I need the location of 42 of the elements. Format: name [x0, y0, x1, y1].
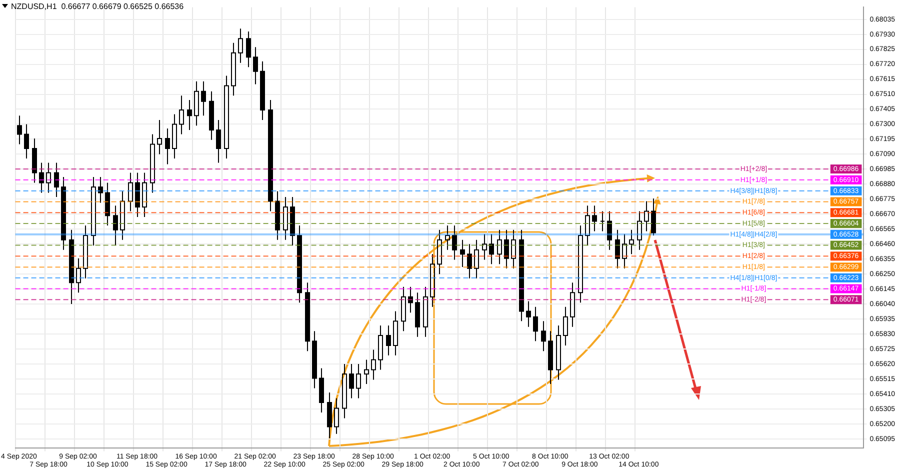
candlestick: [430, 254, 435, 308]
chart-title: NZDUSD,H1 0.66677 0.66679 0.66525 0.66536: [11, 2, 184, 12]
candlestick: [445, 225, 450, 250]
candlestick: [637, 210, 642, 250]
candlestick: [157, 119, 162, 155]
candlestick: [378, 324, 383, 370]
candlestick: [622, 234, 627, 269]
candlestick: [563, 306, 568, 346]
candlestick: [46, 162, 51, 194]
candlestick: [371, 349, 376, 380]
candlestick: [556, 324, 561, 380]
candlestick: [578, 225, 583, 304]
candlestick: [570, 282, 575, 328]
candlestick: [423, 286, 428, 338]
candlestick: [342, 363, 347, 419]
candlestick: [283, 196, 288, 240]
candlestick: [364, 359, 369, 384]
candlestick: [356, 363, 361, 399]
candlestick: [238, 28, 243, 64]
candlestick: [120, 190, 125, 240]
candlestick: [511, 229, 516, 269]
candlestick: [83, 225, 88, 279]
candlestick: [401, 286, 406, 332]
candlestick: [224, 75, 229, 159]
candlestick: [150, 134, 155, 194]
candlestick: [393, 310, 398, 356]
candlestick: [179, 95, 184, 135]
candlestick: [142, 172, 147, 218]
candlestick: [474, 239, 479, 279]
candlestick: [585, 205, 590, 246]
candlestick: [194, 80, 199, 126]
candlestick: [91, 176, 96, 246]
candlestick: [76, 258, 81, 294]
candlestick: [172, 114, 177, 159]
candlestick: [482, 234, 487, 260]
candlestick: [231, 42, 236, 96]
candlestick: [128, 172, 133, 212]
candlestick: [497, 229, 502, 265]
candlestick: [437, 229, 442, 275]
candlestick: [644, 200, 649, 232]
candlestick: [629, 229, 634, 255]
candlestick: [334, 398, 339, 434]
